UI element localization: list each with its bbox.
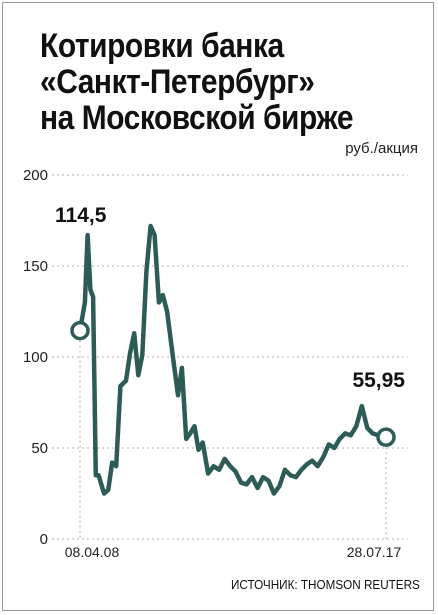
title-line-3: на Московской бирже (40, 99, 354, 137)
y-axis-unit: руб./акция (345, 140, 418, 157)
x-tick-label-0: 08.04.08 (65, 544, 120, 560)
source-credit: ИСТОЧНИК: THOMSON REUTERS (231, 577, 420, 592)
title-line-1: Котировки банка (40, 27, 284, 65)
title-line-2: «Санкт-Петербург» (40, 63, 315, 101)
y-tick-label-50: 50 (31, 440, 48, 457)
y-tick-label-0: 0 (40, 531, 48, 548)
y-tick-label-150: 150 (23, 258, 48, 275)
chart-title: Котировки банка «Санкт-Петербург» на Мос… (40, 28, 383, 136)
x-tick-label-1: 28.07.17 (347, 544, 402, 560)
price-series-line (77, 223, 389, 496)
callout-label-0: 114,5 (55, 204, 107, 227)
marker-1 (376, 427, 396, 447)
chart-frame (2, 2, 434, 611)
callout-label-1: 55,95 (352, 369, 405, 392)
y-tick-label-100: 100 (23, 349, 48, 366)
y-tick-label-200: 200 (23, 167, 48, 184)
marker-0 (70, 320, 90, 341)
